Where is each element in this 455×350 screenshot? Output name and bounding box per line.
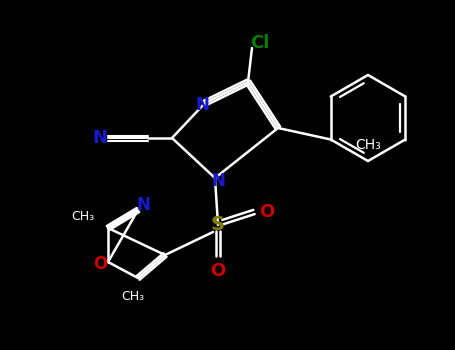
Text: N: N: [136, 196, 150, 214]
Text: O: O: [210, 262, 226, 280]
Text: Cl: Cl: [250, 34, 270, 52]
Text: N: N: [211, 172, 225, 190]
Text: S: S: [211, 216, 225, 234]
Text: N: N: [195, 96, 209, 114]
Text: O: O: [93, 255, 107, 273]
Text: CH₃: CH₃: [121, 289, 145, 302]
Text: O: O: [259, 203, 275, 221]
Text: N: N: [92, 129, 107, 147]
Text: CH₃: CH₃: [71, 210, 95, 223]
Text: CH₃: CH₃: [355, 138, 381, 152]
